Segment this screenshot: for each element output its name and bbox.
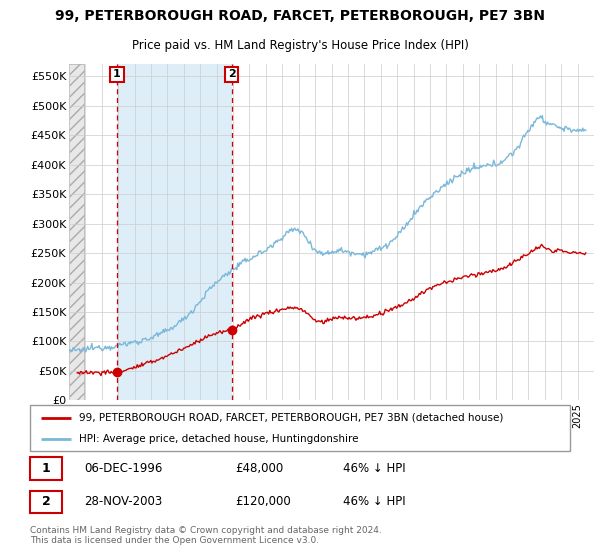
Text: 46% ↓ HPI: 46% ↓ HPI [343,462,406,475]
Bar [30,457,62,480]
Text: 1: 1 [113,69,121,80]
Text: 2: 2 [42,496,50,508]
Bar [30,491,62,513]
Text: 99, PETERBOROUGH ROAD, FARCET, PETERBOROUGH, PE7 3BN (detached house): 99, PETERBOROUGH ROAD, FARCET, PETERBORO… [79,413,503,423]
Text: £48,000: £48,000 [235,462,283,475]
Bar [117,64,232,400]
Text: HPI: Average price, detached house, Huntingdonshire: HPI: Average price, detached house, Hunt… [79,435,358,444]
Text: 06-DEC-1996: 06-DEC-1996 [84,462,163,475]
Text: £120,000: £120,000 [235,496,291,508]
Text: Price paid vs. HM Land Registry's House Price Index (HPI): Price paid vs. HM Land Registry's House … [131,39,469,53]
Text: Contains HM Land Registry data © Crown copyright and database right 2024.
This d: Contains HM Land Registry data © Crown c… [30,526,382,545]
Text: 1: 1 [42,462,50,475]
Text: 28-NOV-2003: 28-NOV-2003 [84,496,162,508]
Text: 46% ↓ HPI: 46% ↓ HPI [343,496,406,508]
Text: 2: 2 [228,69,235,80]
Text: 99, PETERBOROUGH ROAD, FARCET, PETERBOROUGH, PE7 3BN: 99, PETERBOROUGH ROAD, FARCET, PETERBORO… [55,10,545,24]
